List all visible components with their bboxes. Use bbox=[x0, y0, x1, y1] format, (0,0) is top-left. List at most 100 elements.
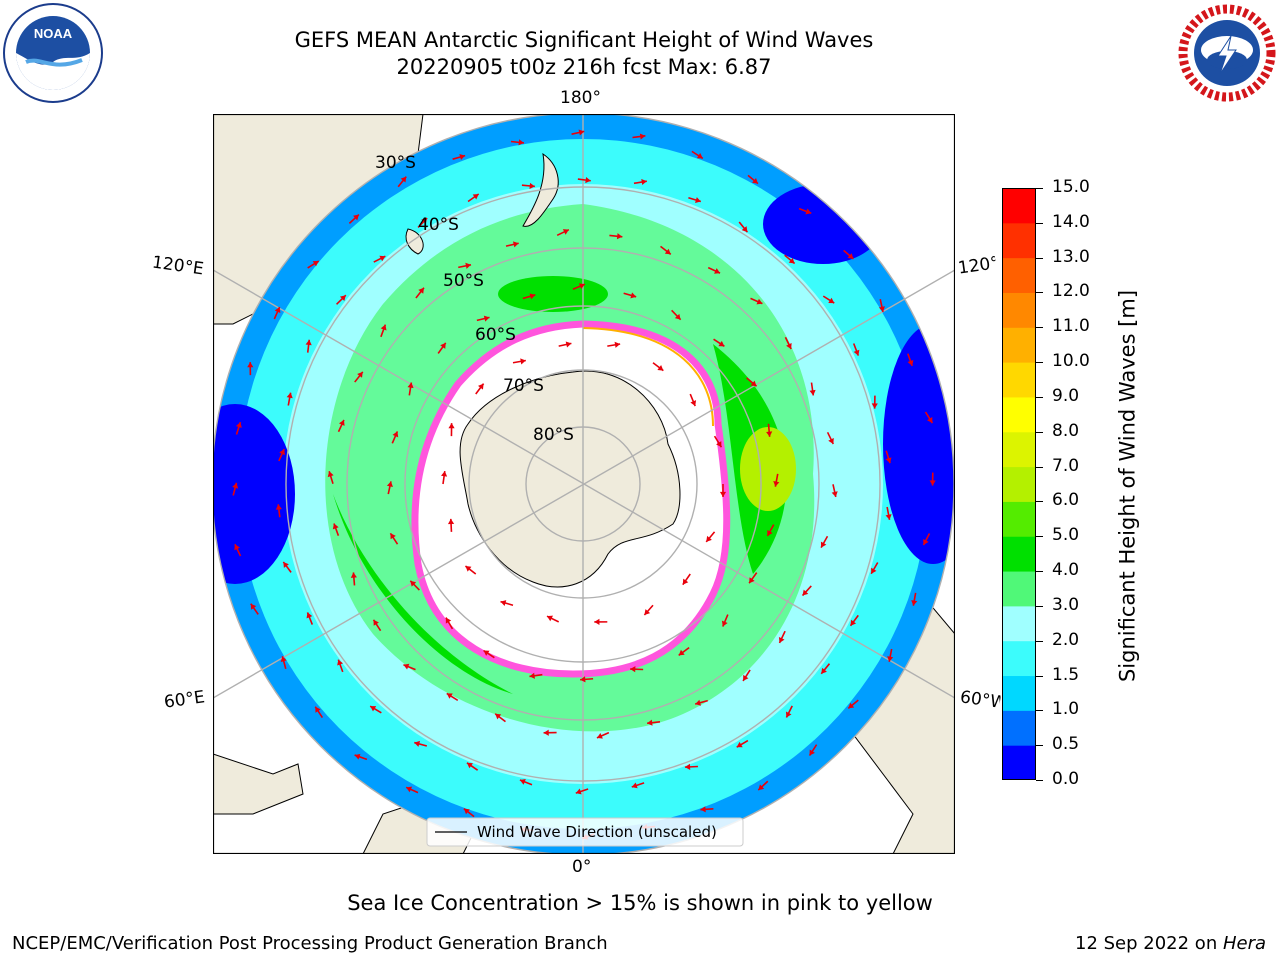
wind-wave-arrowhead bbox=[337, 659, 343, 666]
colorbar-segment bbox=[1002, 640, 1036, 677]
wind-wave-arrowhead bbox=[927, 417, 933, 424]
wind-wave-arrowhead bbox=[664, 248, 671, 255]
wind-wave-arrowhead bbox=[518, 139, 524, 146]
wind-wave-arrowhead bbox=[820, 541, 827, 548]
wind-wave-arrows bbox=[232, 129, 936, 840]
wind-wave-arrowhead bbox=[828, 438, 834, 444]
wind-wave-arrowhead bbox=[885, 514, 892, 520]
wind-wave-arrowhead bbox=[678, 649, 685, 656]
wind-wave-arrowhead bbox=[350, 572, 357, 578]
wind-wave-arrowhead bbox=[250, 603, 257, 610]
wind-wave-arrowhead bbox=[414, 740, 421, 747]
colorbar-tick-label: 0.5 bbox=[1052, 734, 1080, 755]
colorbar-tick-label: 8.0 bbox=[1052, 420, 1080, 441]
wind-wave-arrowhead bbox=[778, 636, 785, 643]
colorbar-segment bbox=[1002, 675, 1036, 711]
wind-wave-arrowhead bbox=[706, 535, 712, 542]
colorbar-tickmark bbox=[1036, 222, 1043, 224]
colorbar-segment bbox=[1002, 501, 1036, 537]
wind-wave-arrowhead bbox=[565, 341, 572, 348]
wind-wave-arrowhead bbox=[332, 523, 339, 530]
wind-wave-arrowhead bbox=[716, 441, 722, 448]
colorbar-segment bbox=[1002, 571, 1036, 607]
legend-label: Wind Wave Direction (unscaled) bbox=[477, 823, 717, 841]
wind-wave-arrowhead bbox=[614, 341, 621, 348]
wind-wave-arrowhead bbox=[878, 306, 885, 312]
colorbar-tickmark bbox=[1036, 640, 1043, 642]
wind-wave-arrowhead bbox=[929, 480, 936, 486]
colorbar-tickmark bbox=[1036, 675, 1043, 677]
wind-wave-arrowhead bbox=[885, 457, 892, 464]
wind-wave-arrowhead bbox=[749, 577, 755, 584]
colorbar-tick-label: 1.0 bbox=[1052, 699, 1080, 720]
colorbar-tickmark bbox=[1036, 745, 1043, 747]
colorbar-segment bbox=[1002, 362, 1036, 398]
colorbar-tickmark bbox=[1036, 327, 1043, 329]
lon-label-60e: 60°E bbox=[162, 687, 207, 713]
wind-wave-arrowhead bbox=[440, 342, 446, 349]
wind-wave-arrowhead bbox=[923, 539, 929, 546]
wind-wave-arrowhead bbox=[674, 313, 681, 320]
wind-wave-arrowhead bbox=[639, 133, 646, 140]
colorbar-tick-label: 14.0 bbox=[1052, 211, 1090, 232]
wind-wave-arrowhead bbox=[500, 600, 507, 607]
lon-label-0: 0° bbox=[572, 857, 592, 877]
wind-wave-arrowhead bbox=[406, 786, 413, 793]
colorbar-tick-label: 13.0 bbox=[1052, 246, 1090, 267]
wind-wave-arrowhead bbox=[641, 178, 647, 186]
nws-logo bbox=[1176, 2, 1278, 104]
lon-label-120w: 120°W bbox=[956, 253, 998, 279]
wind-wave-arrowhead bbox=[809, 749, 815, 756]
colorbar-segment bbox=[1002, 188, 1036, 224]
wind-wave-arrowhead bbox=[338, 419, 345, 426]
wind-wave-arrowhead bbox=[785, 711, 792, 718]
wind-wave-arrowhead bbox=[718, 340, 725, 347]
wind-wave-arrowhead bbox=[312, 261, 319, 267]
wind-wave-arrowhead bbox=[459, 154, 466, 161]
lat-label-80s: 80°S bbox=[533, 425, 574, 445]
wind-wave-arrowhead bbox=[279, 449, 285, 456]
wind-wave-arrowhead bbox=[421, 218, 428, 224]
wind-wave-arrowhead bbox=[805, 208, 812, 215]
colorbar-tick-label: 5.0 bbox=[1052, 525, 1080, 546]
lat-label-60s: 60°S bbox=[475, 325, 516, 345]
wind-wave-arrowhead bbox=[657, 365, 664, 371]
wind-wave-arrowhead bbox=[721, 620, 728, 627]
wind-wave-arrowhead bbox=[445, 617, 452, 624]
colorbar-segment bbox=[1002, 257, 1036, 293]
wind-wave-arrowhead bbox=[788, 257, 795, 264]
footer-date-text: 12 Sep 2022 on bbox=[1075, 933, 1223, 954]
lon-label-60w: 60°W bbox=[958, 687, 1002, 713]
colorbar-label: Significant Height of Wind Waves [m] bbox=[1115, 289, 1140, 683]
wind-wave-arrowhead bbox=[234, 544, 240, 551]
sea-ice-note: Sea Ice Concentration > 15% is shown in … bbox=[347, 891, 933, 915]
wind-wave-arrowhead bbox=[809, 389, 816, 396]
wind-wave-arrowhead bbox=[578, 129, 585, 136]
wind-wave-arrowhead bbox=[232, 482, 239, 489]
colorbar bbox=[1002, 188, 1036, 781]
colorbar-tick-label: 7.0 bbox=[1052, 455, 1080, 476]
wind-wave-arrowhead bbox=[529, 182, 535, 189]
wind-wave-arrowhead bbox=[403, 663, 410, 670]
lat-label-40s: 40°S bbox=[418, 215, 459, 235]
wind-wave-arrowhead bbox=[695, 197, 701, 203]
colorbar-tickmark bbox=[1036, 571, 1043, 573]
colorbar-tickmark bbox=[1036, 605, 1043, 607]
lat-label-30s: 30°S bbox=[375, 153, 416, 173]
wind-wave-arrowhead bbox=[370, 706, 377, 712]
wind-wave-arrowhead bbox=[386, 481, 393, 488]
colorbar-tick-label: 2.0 bbox=[1052, 629, 1080, 650]
wind-wave-arrowhead bbox=[543, 729, 549, 736]
wind-wave-arrowhead bbox=[463, 808, 470, 815]
wind-wave-arrowhead bbox=[247, 362, 254, 368]
wind-wave-arrowhead bbox=[465, 566, 472, 572]
wind-wave-arrowhead bbox=[407, 382, 414, 389]
wind-wave-arrowhead bbox=[286, 392, 293, 399]
wind-wave-arrowhead bbox=[786, 342, 792, 349]
lon-label-180: 180° bbox=[560, 88, 601, 108]
wind-wave-arrowhead bbox=[392, 431, 399, 438]
colorbar-tick-label: 0.0 bbox=[1052, 769, 1080, 789]
wind-wave-arrowhead bbox=[315, 706, 321, 713]
colorbar-segment bbox=[1002, 222, 1036, 259]
wind-wave-arrowhead bbox=[483, 650, 490, 656]
